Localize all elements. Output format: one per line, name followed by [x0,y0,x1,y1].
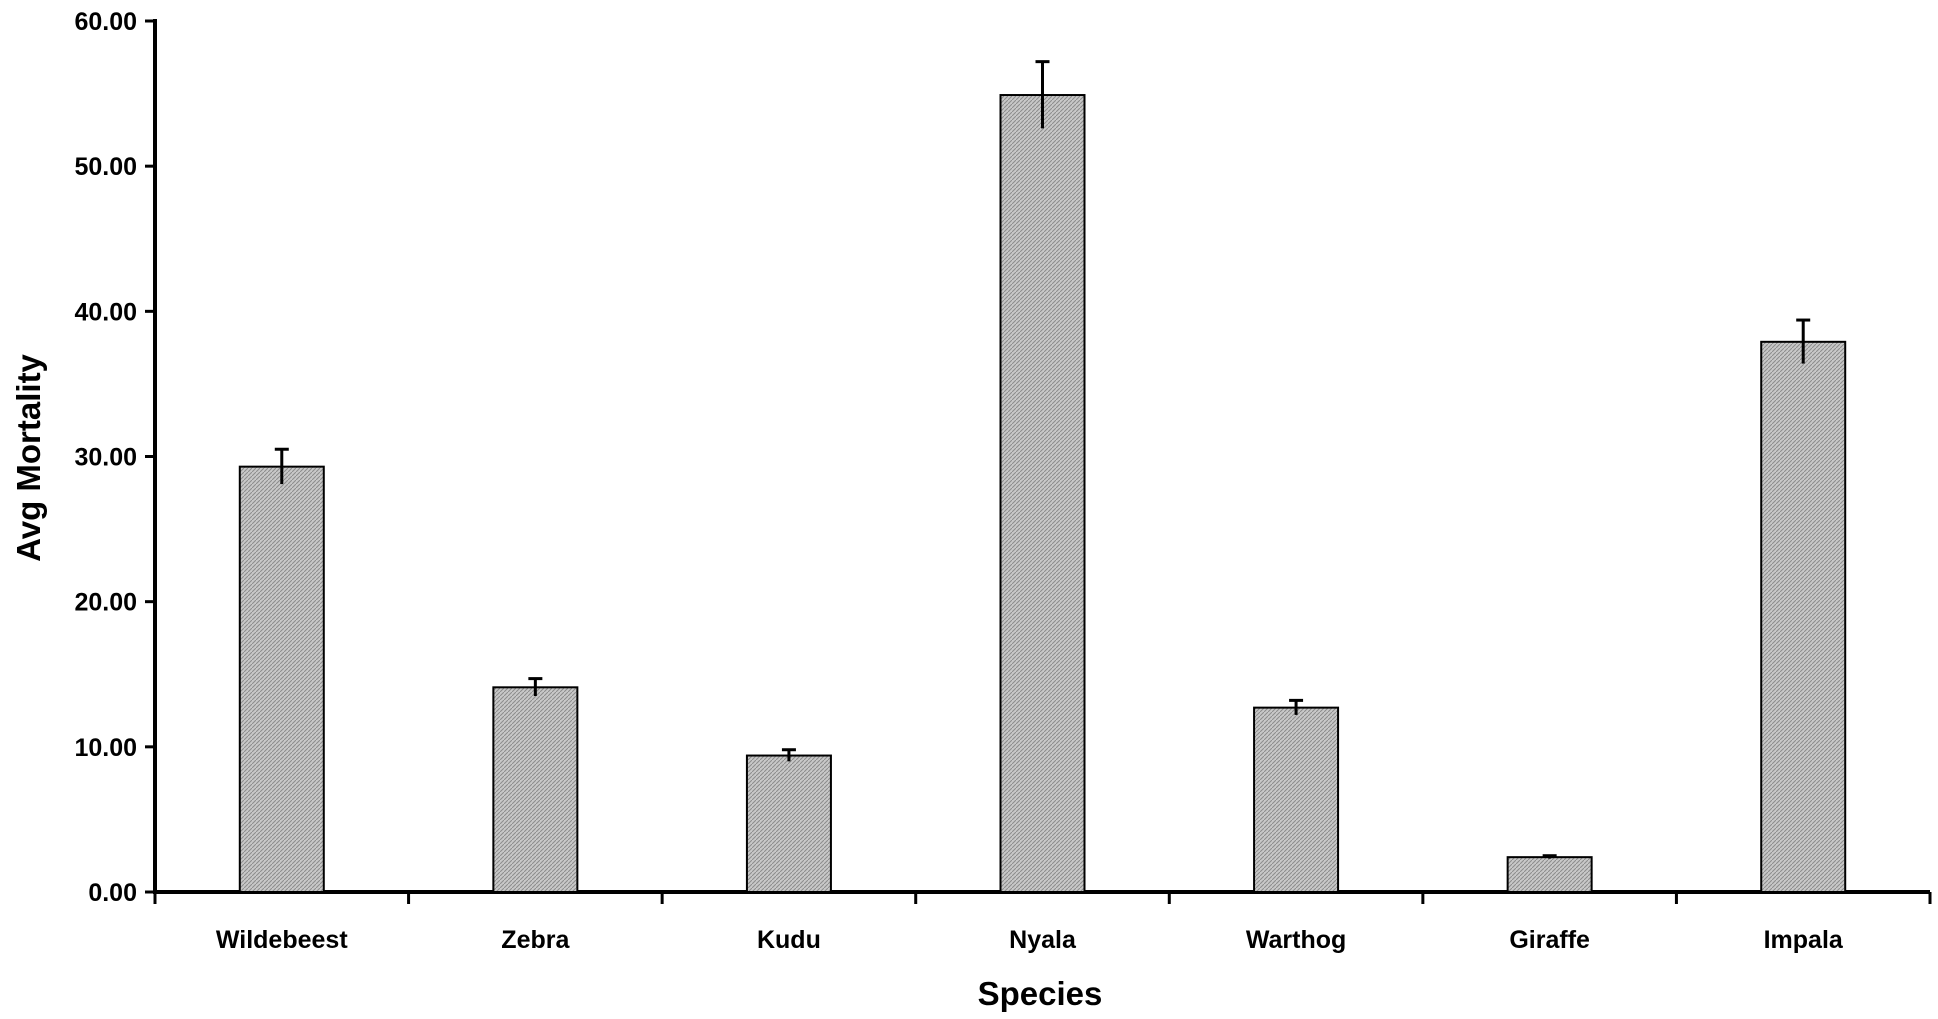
y-tick-label: 20.00 [74,589,137,617]
x-tick-label: Giraffe [1509,926,1590,954]
y-tick-label: 40.00 [74,298,137,326]
x-tick-label: Warthog [1246,926,1346,954]
bar [1253,706,1340,893]
bar [492,686,579,893]
y-tick-label: 50.00 [74,153,137,181]
y-tick-label: 30.00 [74,444,137,472]
y-tick-label: 60.00 [74,8,137,36]
bar [745,754,832,893]
bar [999,94,1086,894]
plot-area: 0.00 10.00 20.00 30.00 40.00 50.00 60.00 Wildeb… [74,8,1932,954]
y-tick-label: 0.00 [88,879,137,907]
x-axis-title: Species [978,975,1103,1012]
x-tick-label: Nyala [1009,926,1077,954]
y-tick-label: 10.00 [74,734,137,762]
x-tick-label: Kudu [757,926,821,954]
x-tick-label: Zebra [501,926,570,954]
y-axis-title: Avg Mortality [10,353,47,561]
x-tick-label: Wildebeest [216,926,348,954]
bar [1760,340,1847,893]
bar [1506,856,1593,893]
bar [238,465,325,893]
x-tick-label: Impala [1764,926,1844,954]
